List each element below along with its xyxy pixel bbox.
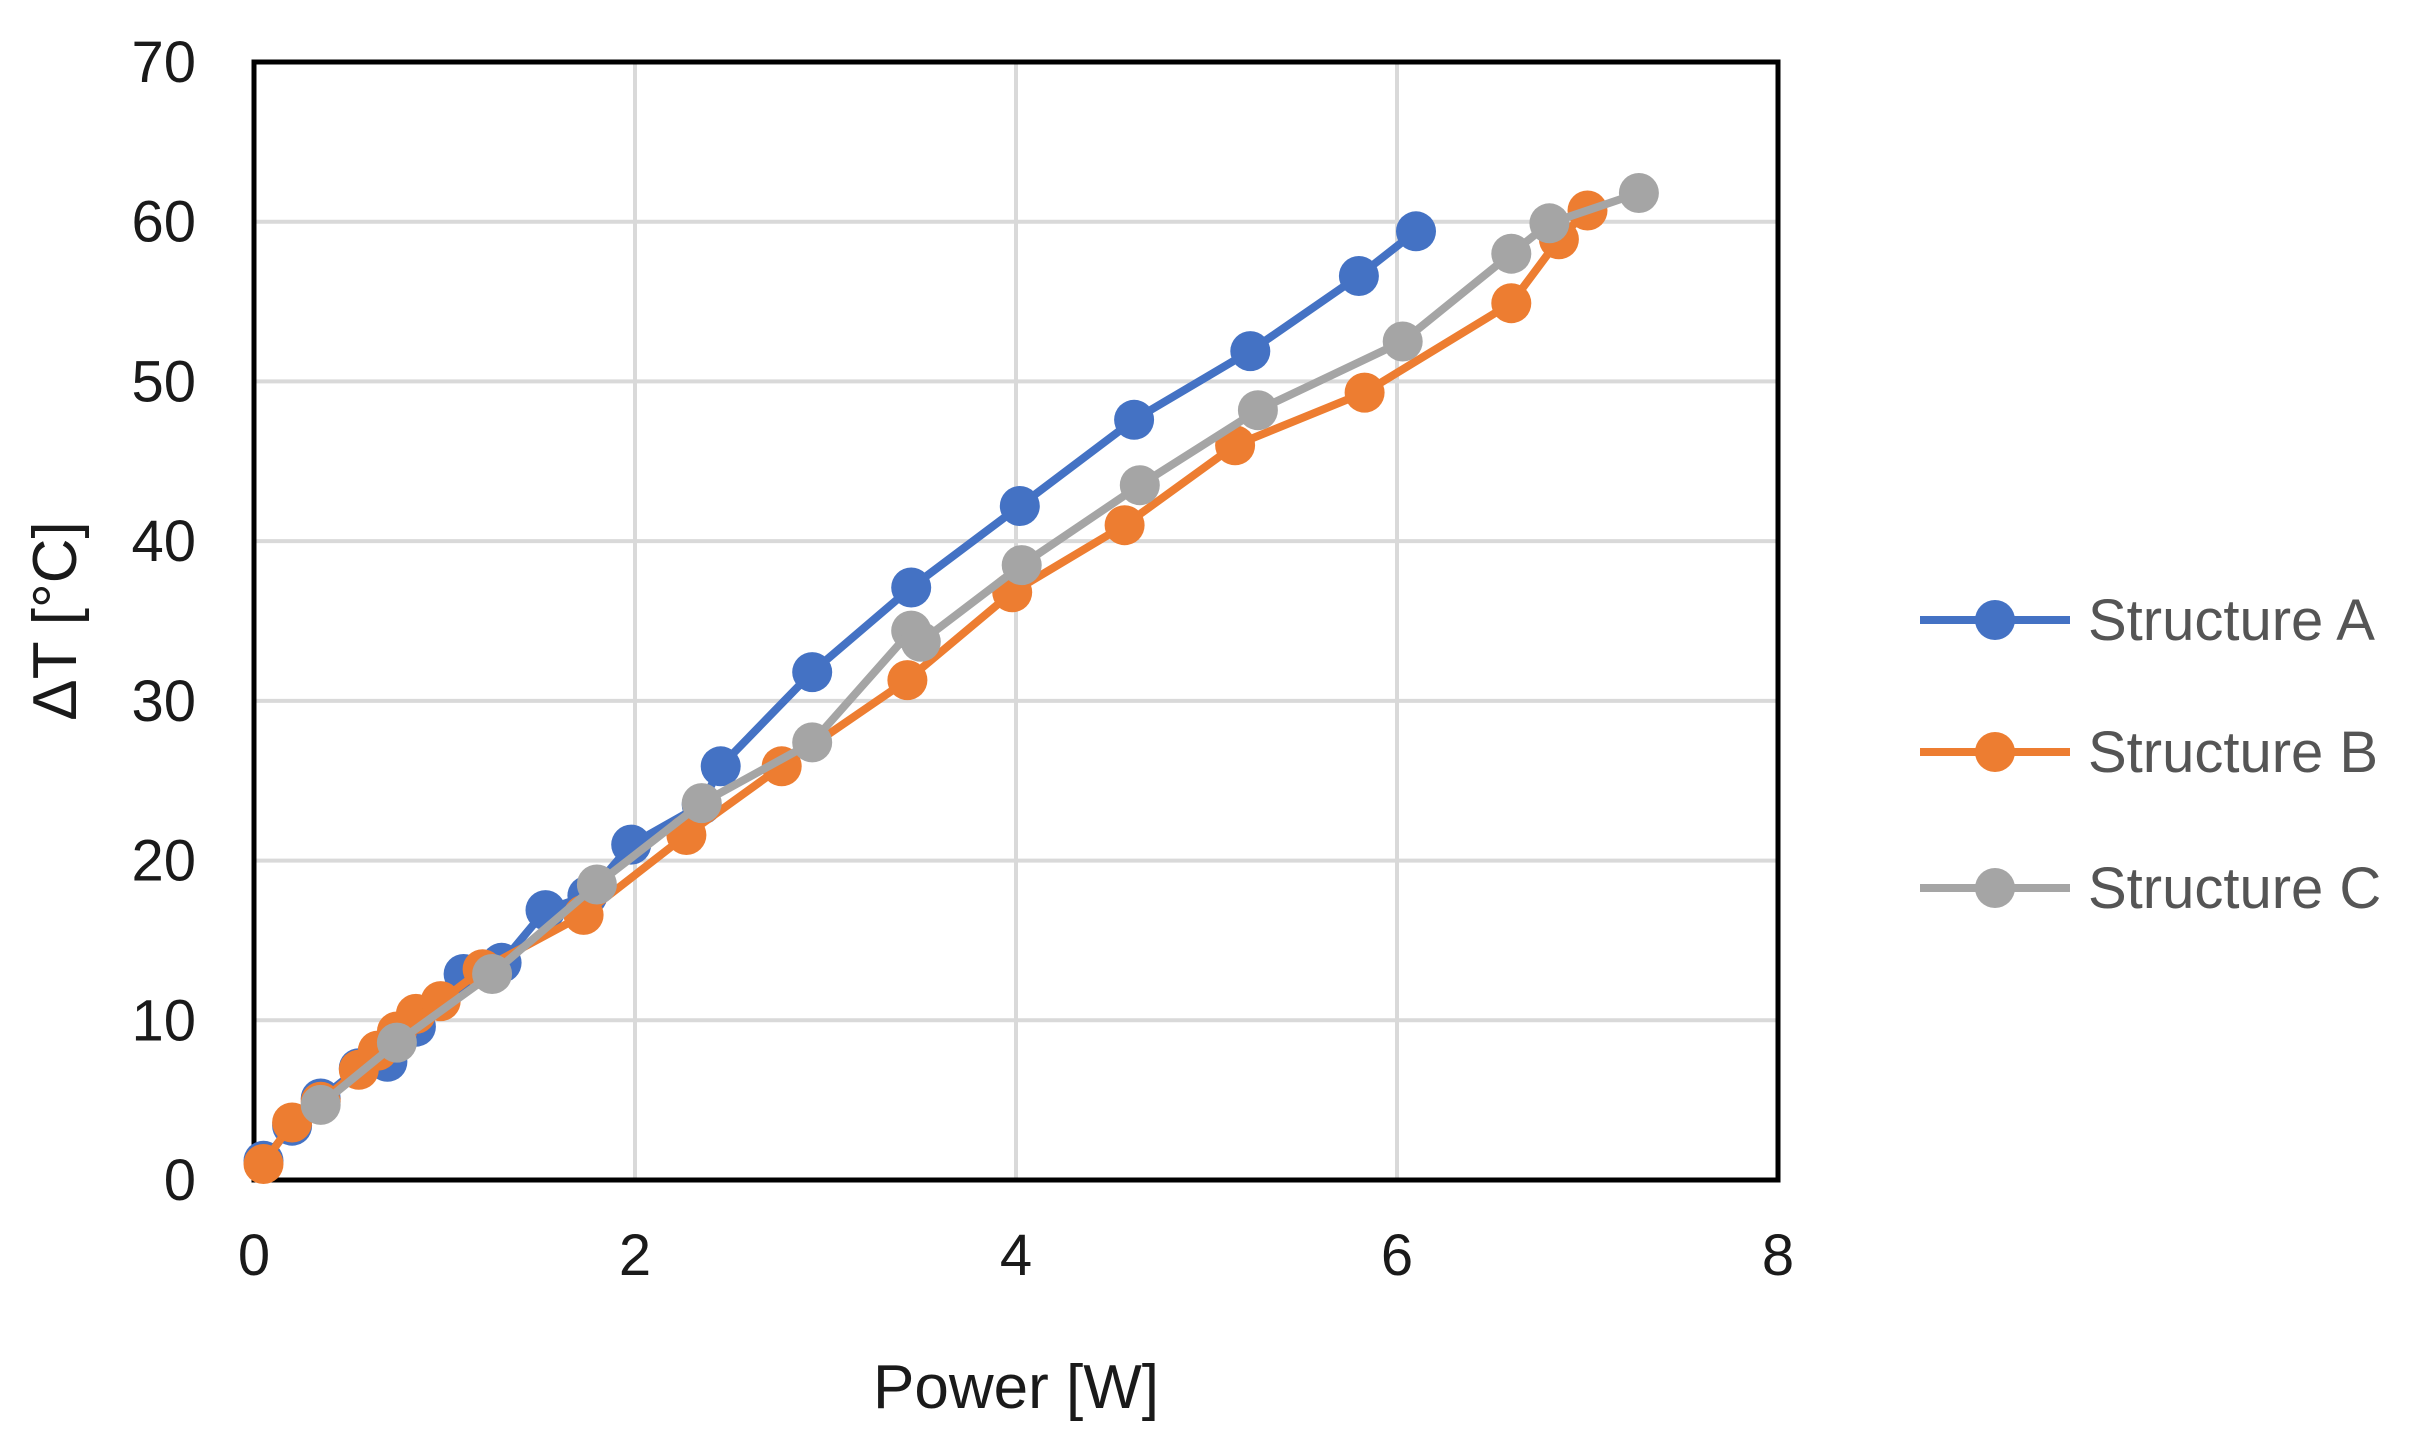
data-point	[1230, 331, 1271, 372]
y-tick-label: 60	[131, 190, 196, 255]
data-point	[999, 486, 1040, 526]
tick-labels: 0 2 4 6 8 0 10 20 30 40 50 60 70	[131, 30, 1794, 1288]
y-tick-label: 30	[131, 669, 196, 734]
data-point	[472, 954, 513, 994]
y-tick-label: 0	[164, 1148, 196, 1213]
data-point	[700, 746, 741, 787]
data-point	[681, 783, 722, 824]
y-tick-label: 20	[131, 829, 196, 894]
legend-swatch-marker	[1975, 732, 2015, 772]
x-tick-label: 2	[619, 1223, 651, 1288]
plot-area-border	[251, 59, 1781, 1183]
data-point	[1104, 505, 1145, 546]
legend-label: Structure A	[2088, 588, 2375, 653]
legend: Structure A Structure B Structure C	[1920, 588, 2381, 921]
data-point	[1491, 283, 1532, 324]
y-tick-label: 50	[131, 349, 196, 414]
data-point	[1338, 256, 1379, 296]
data-point	[300, 1084, 341, 1125]
data-point	[1114, 399, 1155, 440]
data-point	[1491, 233, 1532, 274]
legend-swatch-marker	[1975, 868, 2015, 908]
x-axis-title: Power [W]	[873, 1353, 1159, 1422]
x-tick-label: 6	[1381, 1223, 1413, 1288]
data-point	[900, 621, 941, 662]
data-point	[1237, 390, 1278, 431]
series-layer	[243, 173, 1659, 1184]
y-tick-label: 10	[131, 988, 196, 1053]
x-tick-label: 8	[1762, 1223, 1794, 1288]
data-point	[1529, 203, 1570, 244]
legend-item: Structure B	[1920, 720, 2378, 785]
data-point	[1396, 211, 1436, 252]
data-point	[243, 1144, 284, 1184]
series-3	[300, 173, 1659, 1125]
data-point	[576, 864, 617, 905]
series-1	[243, 211, 1436, 1181]
y-tick-label: 70	[131, 30, 196, 95]
legend-swatch-marker	[1975, 600, 2015, 640]
legend-item: Structure A	[1920, 588, 2375, 653]
data-point	[792, 652, 833, 693]
legend-label: Structure B	[2088, 720, 2378, 785]
data-point	[1382, 321, 1423, 362]
x-tick-label: 4	[1000, 1223, 1032, 1288]
y-tick-label: 40	[131, 509, 196, 574]
y-axis-title: ΔT [°C]	[21, 521, 90, 720]
data-point	[1618, 173, 1659, 213]
data-point	[887, 660, 928, 701]
data-point	[420, 981, 461, 1022]
data-point	[376, 1022, 417, 1063]
data-point	[1344, 372, 1385, 413]
data-point	[891, 567, 932, 608]
x-tick-label: 0	[238, 1223, 270, 1288]
data-point	[1001, 545, 1042, 586]
legend-item: Structure C	[1920, 856, 2381, 921]
legend-label: Structure C	[2088, 856, 2381, 921]
data-point	[272, 1102, 313, 1143]
data-point	[1119, 465, 1160, 506]
data-point	[792, 722, 833, 763]
